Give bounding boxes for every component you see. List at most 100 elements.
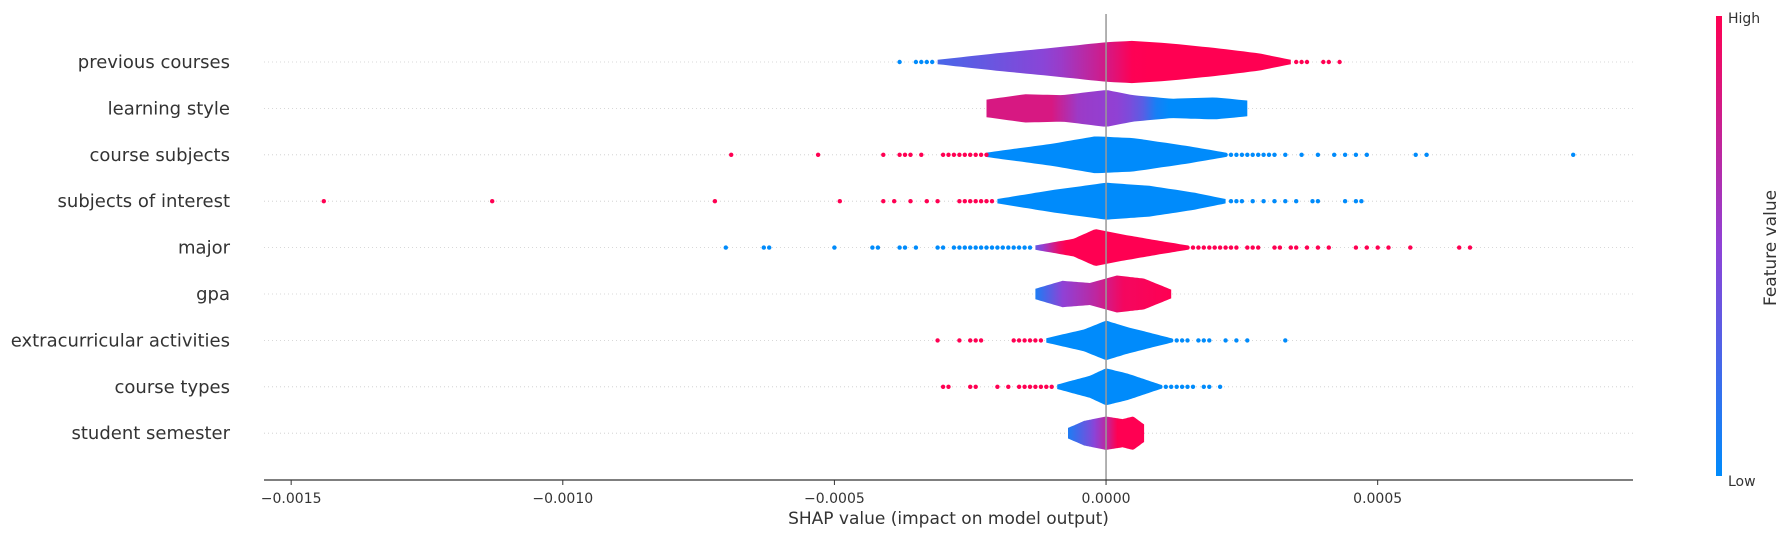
point-major — [951, 245, 957, 250]
point-subjects-of-interest — [1239, 199, 1245, 204]
point-previous-courses — [924, 59, 929, 65]
point-course-subjects — [951, 152, 957, 157]
point-course-subjects — [1315, 152, 1321, 157]
point-extracurricular-activities — [1185, 338, 1190, 343]
feature-labels: previous courses learning style course sub… — [11, 52, 231, 444]
point-extracurricular-activities — [935, 338, 940, 343]
x-axis-title: SHAP value (impact on model output) — [788, 509, 1109, 529]
point-extracurricular-activities — [978, 338, 984, 343]
point-major — [1326, 245, 1332, 250]
point-major — [913, 245, 919, 250]
point-subjects-of-interest — [892, 199, 897, 204]
point-major — [1196, 245, 1201, 250]
point-subjects-of-interest — [1250, 199, 1255, 204]
violin-extracurricular-activities — [1046, 320, 1172, 360]
point-subjects-of-interest — [962, 199, 967, 204]
point-major — [978, 245, 984, 250]
violin-learning-style — [986, 90, 1248, 127]
point-extracurricular-activities — [1016, 338, 1022, 343]
point-course-types — [1006, 384, 1011, 389]
point-course-types — [1044, 384, 1049, 389]
point-previous-courses — [1299, 59, 1304, 65]
point-major — [1223, 245, 1228, 250]
point-course-subjects — [902, 152, 908, 157]
x-tick-label: −0.0010 — [532, 491, 593, 507]
point-major — [1228, 245, 1234, 250]
point-course-subjects — [1228, 152, 1234, 157]
grid-lines — [264, 61, 1633, 434]
point-course-subjects — [1364, 152, 1370, 157]
point-course-subjects — [957, 152, 962, 157]
point-subjects-of-interest — [908, 199, 913, 204]
point-major — [989, 245, 995, 250]
point-course-subjects — [1239, 152, 1245, 157]
point-major — [897, 245, 902, 250]
point-major — [1386, 245, 1391, 250]
point-course-types — [1049, 384, 1054, 389]
point-subjects-of-interest — [984, 199, 989, 204]
point-subjects-of-interest — [1261, 199, 1266, 204]
point-major — [1217, 245, 1223, 250]
point-major — [957, 245, 962, 250]
point-extracurricular-activities — [1022, 338, 1027, 343]
point-course-types — [1158, 384, 1163, 389]
point-course-types — [1185, 384, 1190, 389]
point-major — [1304, 245, 1310, 250]
point-course-types — [1174, 384, 1179, 389]
point-major — [1467, 245, 1473, 250]
point-major — [1457, 245, 1462, 250]
point-subjects-of-interest — [978, 199, 984, 204]
point-subjects-of-interest — [1359, 199, 1364, 204]
point-major — [962, 245, 967, 250]
feature-label-course-subjects: course subjects — [89, 145, 230, 166]
point-extracurricular-activities — [1169, 338, 1174, 343]
outlier-points — [321, 59, 1576, 389]
point-subjects-of-interest — [1228, 199, 1234, 204]
point-course-types — [1022, 384, 1027, 389]
point-subjects-of-interest — [1294, 199, 1299, 204]
point-extracurricular-activities — [968, 338, 973, 343]
point-subjects-of-interest — [490, 199, 495, 204]
point-course-subjects — [1299, 152, 1304, 157]
point-major — [767, 245, 772, 250]
point-course-subjects — [1223, 152, 1228, 157]
point-major — [1288, 245, 1294, 250]
point-course-types — [1033, 384, 1038, 389]
point-major — [1011, 245, 1016, 250]
point-course-types — [1163, 384, 1169, 389]
point-extracurricular-activities — [1038, 338, 1044, 343]
point-course-types — [1201, 384, 1207, 389]
point-major — [1294, 245, 1299, 250]
violin-gpa — [1035, 275, 1172, 313]
point-previous-courses — [1337, 59, 1342, 65]
point-extracurricular-activities — [1033, 338, 1038, 343]
feature-label-learning-style: learning style — [108, 98, 230, 119]
point-major — [832, 245, 837, 250]
feature-label-major: major — [178, 238, 231, 259]
violin-previous-courses — [937, 40, 1291, 84]
point-previous-courses — [1321, 59, 1326, 65]
point-course-subjects — [1332, 152, 1337, 157]
point-course-subjects — [984, 152, 989, 157]
point-previous-courses — [1294, 59, 1299, 65]
point-major — [1245, 245, 1250, 250]
point-major — [723, 245, 728, 250]
point-subjects-of-interest — [968, 199, 973, 204]
point-course-subjects — [946, 152, 951, 157]
point-major — [1027, 245, 1033, 250]
point-extracurricular-activities — [1283, 338, 1288, 343]
feature-label-gpa: gpa — [196, 284, 230, 305]
feature-label-subjects-of-interest: subjects of interest — [58, 191, 230, 212]
point-course-subjects — [729, 152, 734, 157]
point-course-subjects — [1571, 152, 1576, 157]
point-course-subjects — [1283, 152, 1288, 157]
point-course-types — [1038, 384, 1044, 389]
point-major — [1006, 245, 1011, 250]
point-course-subjects — [815, 152, 821, 157]
point-subjects-of-interest — [1234, 199, 1239, 204]
point-major — [1315, 245, 1321, 250]
point-previous-courses — [1326, 59, 1332, 65]
point-subjects-of-interest — [321, 199, 326, 204]
point-course-subjects — [940, 152, 946, 157]
point-major — [968, 245, 973, 250]
